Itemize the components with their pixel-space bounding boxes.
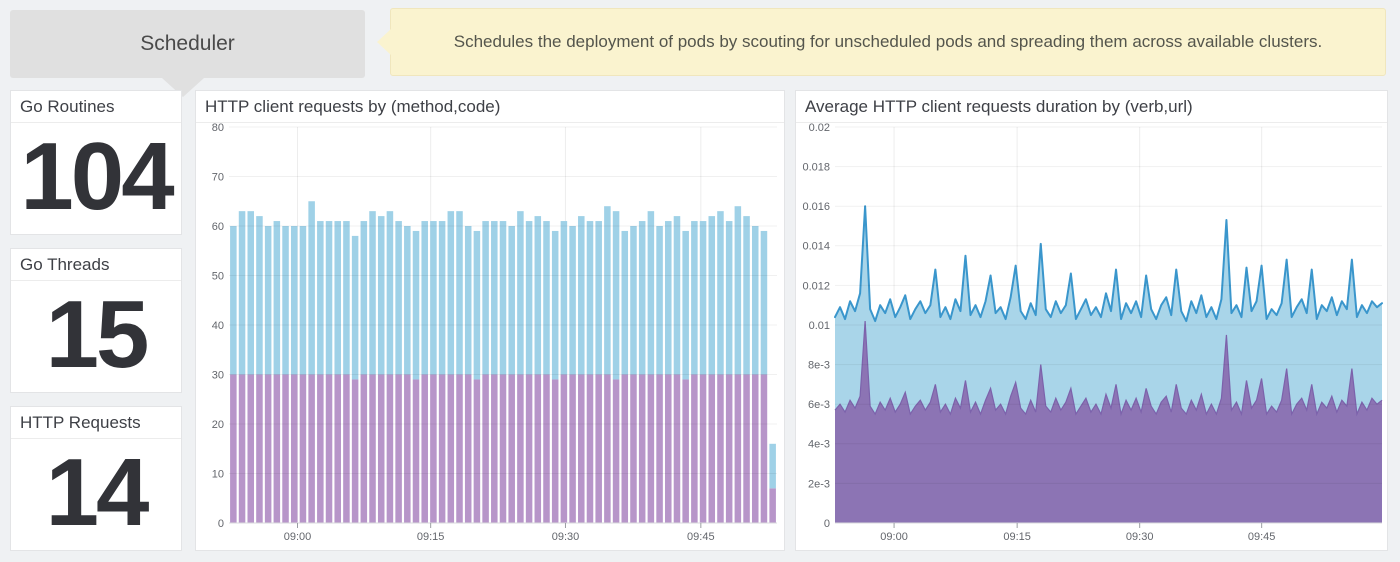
svg-text:0: 0 [824, 518, 830, 530]
svg-text:70: 70 [212, 171, 224, 183]
svg-text:09:30: 09:30 [552, 531, 580, 543]
area-chart-title[interactable]: Average HTTP client requests duration by… [796, 91, 1387, 123]
svg-text:09:00: 09:00 [880, 531, 908, 543]
scheduler-tab-label: Scheduler [140, 32, 235, 55]
bar-chart-canvas[interactable]: 0 10 20 30 40 50 60 70 80 09:00 09:15 09:30 09:45 [196, 123, 784, 550]
svg-text:10: 10 [212, 468, 224, 480]
svg-text:0.014: 0.014 [802, 241, 830, 253]
svg-text:8e-3: 8e-3 [808, 359, 830, 371]
svg-text:40: 40 [212, 320, 224, 332]
stat-panel-go-threads: Go Threads 15 [10, 248, 182, 393]
svg-text:0: 0 [218, 518, 224, 530]
stat-panel-http-requests: HTTP Requests 14 [10, 406, 182, 551]
svg-text:09:45: 09:45 [687, 531, 715, 543]
bar-chart-panel: HTTP client requests by (method,code) 0 1… [195, 90, 785, 551]
description-callout: Schedules the deployment of pods by scou… [377, 8, 1386, 76]
svg-text:09:45: 09:45 [1248, 531, 1276, 543]
svg-text:0.016: 0.016 [802, 201, 830, 213]
svg-text:09:15: 09:15 [1003, 531, 1031, 543]
callout-text: Schedules the deployment of pods by scou… [453, 32, 1323, 51]
stat-value-go-routines: 104 [20, 123, 174, 230]
svg-text:09:15: 09:15 [417, 531, 445, 543]
stat-title-go-threads[interactable]: Go Threads [11, 249, 181, 281]
stat-value-http-requests: 14 [45, 439, 150, 546]
svg-text:0.018: 0.018 [802, 161, 830, 173]
svg-text:0.012: 0.012 [802, 280, 830, 292]
svg-text:80: 80 [212, 123, 224, 134]
svg-text:0.01: 0.01 [809, 320, 830, 332]
svg-text:30: 30 [212, 369, 224, 381]
svg-text:09:30: 09:30 [1126, 531, 1154, 543]
svg-text:4e-3: 4e-3 [808, 439, 830, 451]
area-chart-panel: Average HTTP client requests duration by… [795, 90, 1388, 551]
scheduler-tab[interactable]: Scheduler [10, 10, 365, 97]
svg-text:0.02: 0.02 [809, 123, 830, 134]
callout-left-arrow-icon [377, 29, 391, 55]
stat-title-http-requests[interactable]: HTTP Requests [11, 407, 181, 439]
stat-panel-go-routines: Go Routines 104 [10, 90, 182, 235]
stat-value-go-threads: 15 [45, 281, 150, 388]
svg-text:60: 60 [212, 221, 224, 233]
stat-title-go-routines[interactable]: Go Routines [11, 91, 181, 123]
area-chart-canvas[interactable]: 0 2e-3 4e-3 6e-3 8e-3 0.01 0.012 0.014 0.016 0.01… [796, 123, 1387, 550]
svg-text:2e-3: 2e-3 [808, 478, 830, 490]
svg-text:20: 20 [212, 419, 224, 431]
svg-text:50: 50 [212, 270, 224, 282]
svg-text:09:00: 09:00 [284, 531, 312, 543]
bar-chart-title[interactable]: HTTP client requests by (method,code) [196, 91, 784, 123]
svg-text:6e-3: 6e-3 [808, 399, 830, 411]
